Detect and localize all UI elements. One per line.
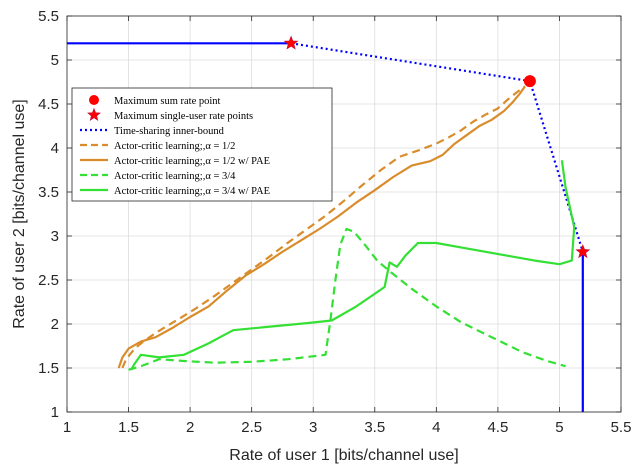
ac-half-line xyxy=(121,85,526,369)
y-tick-label: 1 xyxy=(51,404,59,421)
x-tick-label: 3 xyxy=(309,419,317,436)
y-tick-label: 3 xyxy=(51,228,59,245)
legend-swatch-single-user-rate-points xyxy=(87,107,101,121)
legend-entries: Maximum sum rate point Maximum single-use… xyxy=(80,95,270,197)
y-tick-label: 4 xyxy=(51,140,59,157)
x-tick-label: 4.5 xyxy=(487,419,508,436)
legend-label-ac-half-pae-line: Actor-critic learning;,α = 1/2 w/ PAE xyxy=(114,156,270,167)
legend-label-sum-rate-point: Maximum sum rate point xyxy=(114,96,221,107)
series-layer xyxy=(67,42,584,412)
legend-label-ac-three-quarters-line: Actor-critic learning;,α = 3/4 xyxy=(114,171,236,182)
single-user-rate-points-marker xyxy=(283,35,299,50)
legend-label-timesharing-line: Time-sharing inner-bound xyxy=(114,126,225,137)
x-axis-label: Rate of user 1 [bits/channel use] xyxy=(229,447,458,464)
ac-three-quarters-pae-line xyxy=(130,160,576,371)
y-tick-label: 2 xyxy=(51,316,59,333)
legend-box xyxy=(71,87,333,202)
y-axis-label: Rate of user 2 [bits/channel use] xyxy=(11,99,28,328)
x-tick-label: 2.5 xyxy=(241,419,262,436)
legend: Maximum sum rate point Maximum single-use… xyxy=(71,87,333,202)
legend-label-ac-three-quarters-pae-line: Actor-critic learning;,α = 3/4 w/ PAE xyxy=(114,186,270,197)
x-tick-label: 2 xyxy=(186,419,194,436)
y-tick-label: 5 xyxy=(51,52,59,69)
sum-rate-point-marker xyxy=(523,75,536,88)
x-tick-label: 1 xyxy=(63,419,71,436)
plot-frame xyxy=(66,15,622,413)
y-tick-label: 1.5 xyxy=(38,360,59,377)
tick-layer: 1 1.5 2 2.5 3 3.5 4 4.5 5 5.5 1 1.5 2 2.5 3 3.5 4 4.5 5 5.5 xyxy=(38,8,631,436)
ac-three-quarters-line xyxy=(128,227,566,371)
x-tick-label: 5.5 xyxy=(611,419,632,436)
single-user-rate-points-marker xyxy=(575,243,591,259)
legend-label-ac-half-line: Actor-critic learning;,α = 1/2 xyxy=(114,141,235,152)
ac-half-pae-line xyxy=(117,85,526,369)
x-tick-label: 4 xyxy=(432,419,440,436)
y-tick-label: 4.5 xyxy=(38,96,59,113)
x-tick-label: 3.5 xyxy=(364,419,385,436)
y-tick-label: 3.5 xyxy=(38,184,59,201)
x-tick-label: 5 xyxy=(555,419,563,436)
x-tick-label: 1.5 xyxy=(118,419,139,436)
legend-label-single-user-rate-points: Maximum single-user rate points xyxy=(114,111,253,122)
y-tick-label: 5.5 xyxy=(38,8,59,25)
y-tick-label: 2.5 xyxy=(38,272,59,289)
legend-swatch-sum-rate-point xyxy=(89,95,99,105)
marker-layer xyxy=(283,35,591,259)
